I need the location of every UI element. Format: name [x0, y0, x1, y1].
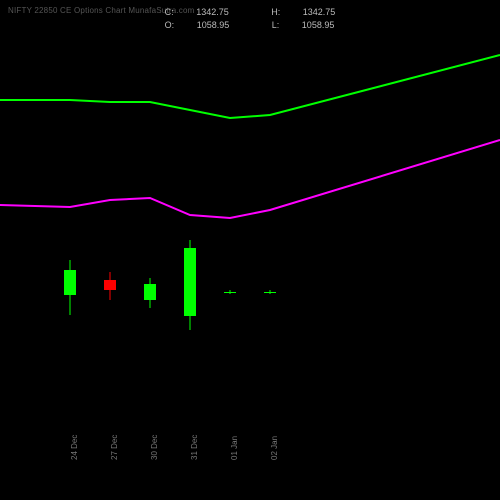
- x-axis-label: 01 Jan: [230, 436, 239, 460]
- x-axis-label: 31 Dec: [190, 435, 199, 460]
- chart-svg: [0, 0, 500, 500]
- x-axis-label: 24 Dec: [70, 435, 79, 460]
- x-axis-label: 27 Dec: [110, 435, 119, 460]
- x-axis-label: 30 Dec: [150, 435, 159, 460]
- chart-container: NIFTY 22850 CE Options Chart MunafaSutra…: [0, 0, 500, 500]
- x-axis-label: 02 Jan: [270, 436, 279, 460]
